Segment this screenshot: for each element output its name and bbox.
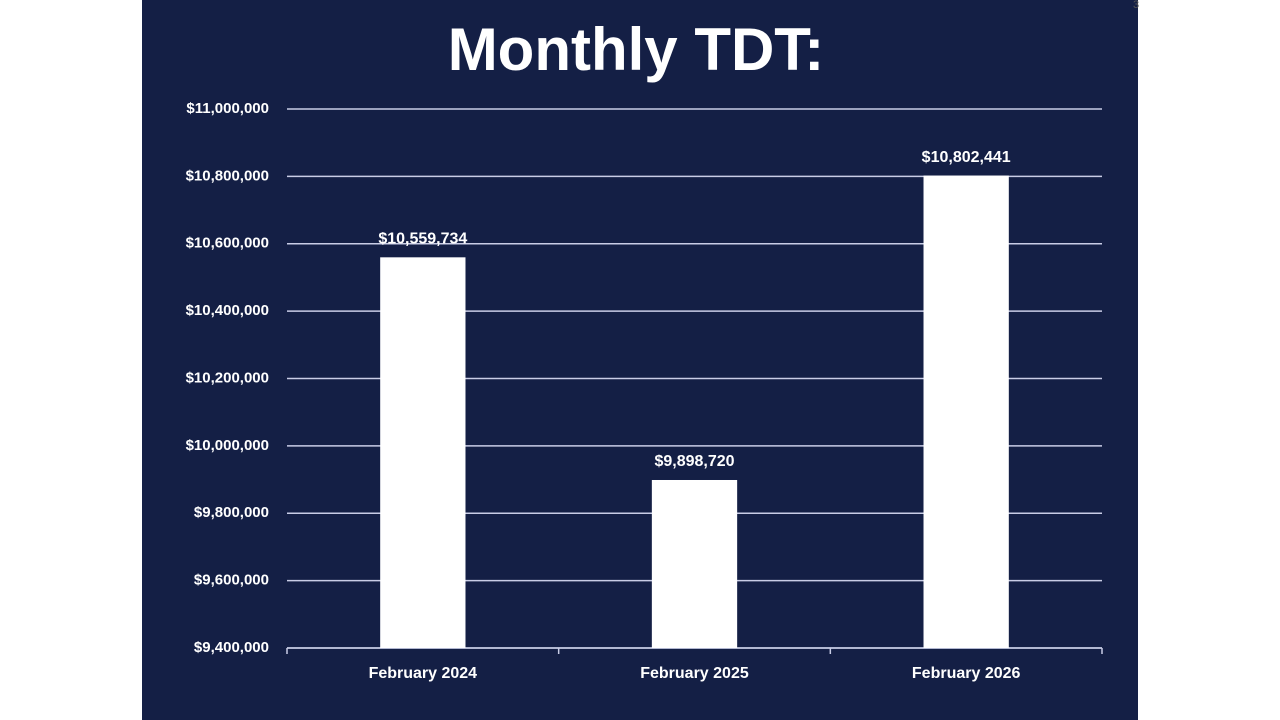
- chart-title: Monthly TDT:: [448, 16, 825, 83]
- y-tick-label: $9,600,000: [194, 572, 269, 589]
- y-tick-label: $10,800,000: [186, 167, 269, 184]
- bar: [651, 479, 738, 648]
- y-tick-label: $9,400,000: [194, 639, 269, 656]
- bar: [380, 257, 466, 648]
- y-tick-label: $10,400,000: [186, 302, 269, 319]
- x-tick-label: February 2024: [369, 665, 478, 682]
- page-number: 3: [1133, 0, 1139, 11]
- y-tick-label: $11,000,000: [186, 100, 269, 117]
- y-tick-label: $9,800,000: [194, 504, 269, 521]
- data-label: $9,898,720: [654, 453, 734, 470]
- data-label: $10,802,441: [922, 149, 1011, 166]
- y-tick-label: $10,000,000: [186, 437, 269, 454]
- y-tick-label: $10,200,000: [186, 369, 269, 386]
- x-tick-label: February 2026: [912, 665, 1021, 682]
- data-label: $10,559,734: [378, 231, 467, 248]
- x-tick-label: February 2025: [640, 665, 749, 682]
- y-tick-label: $10,600,000: [186, 235, 269, 252]
- bar: [923, 175, 1009, 649]
